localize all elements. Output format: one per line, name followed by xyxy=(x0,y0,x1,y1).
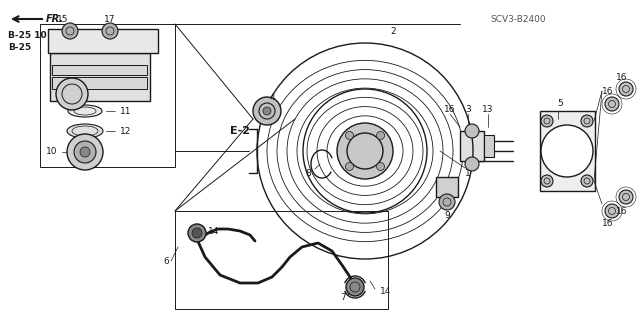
Bar xyxy=(52,77,147,89)
Text: 13: 13 xyxy=(483,105,493,114)
Bar xyxy=(40,24,175,167)
Circle shape xyxy=(439,194,455,210)
Text: 10: 10 xyxy=(46,147,58,157)
Circle shape xyxy=(605,204,619,218)
Text: 14: 14 xyxy=(380,287,392,296)
Circle shape xyxy=(346,163,353,171)
Circle shape xyxy=(619,82,633,96)
Circle shape xyxy=(74,141,96,163)
Text: SCV3-B2400: SCV3-B2400 xyxy=(490,14,546,24)
Circle shape xyxy=(80,147,90,157)
Circle shape xyxy=(346,278,364,296)
Circle shape xyxy=(346,131,353,139)
Text: 11: 11 xyxy=(120,107,131,115)
Text: 9: 9 xyxy=(444,211,450,219)
Circle shape xyxy=(376,163,385,171)
Text: FR.: FR. xyxy=(46,14,64,24)
Ellipse shape xyxy=(68,105,102,117)
Text: 16: 16 xyxy=(444,105,456,114)
Text: 4: 4 xyxy=(270,93,276,101)
Circle shape xyxy=(67,134,103,170)
Circle shape xyxy=(465,157,479,171)
Text: 2: 2 xyxy=(390,26,396,35)
Circle shape xyxy=(541,175,553,187)
Circle shape xyxy=(619,190,633,204)
Circle shape xyxy=(581,115,593,127)
Bar xyxy=(436,177,458,197)
Circle shape xyxy=(56,78,88,110)
Text: 17: 17 xyxy=(104,16,116,25)
Text: 8: 8 xyxy=(305,169,311,179)
Text: 16: 16 xyxy=(602,86,614,95)
Text: 1: 1 xyxy=(465,169,471,179)
Text: 6: 6 xyxy=(163,256,169,265)
Bar xyxy=(175,211,388,309)
Circle shape xyxy=(605,97,619,111)
Text: B-25: B-25 xyxy=(8,42,31,51)
Circle shape xyxy=(188,224,206,242)
Text: 16: 16 xyxy=(616,206,628,216)
Circle shape xyxy=(581,175,593,187)
Circle shape xyxy=(192,228,202,238)
Circle shape xyxy=(253,97,281,125)
Text: E-2: E-2 xyxy=(230,126,250,136)
Text: 3: 3 xyxy=(465,105,471,114)
Text: 16: 16 xyxy=(602,219,614,228)
Bar xyxy=(70,153,100,159)
Circle shape xyxy=(541,115,553,127)
Circle shape xyxy=(541,125,593,177)
Text: 12: 12 xyxy=(120,127,131,136)
Bar xyxy=(460,131,484,161)
Text: 14: 14 xyxy=(208,227,220,236)
Text: 16: 16 xyxy=(616,72,628,81)
Circle shape xyxy=(465,124,479,138)
Bar xyxy=(50,53,150,101)
Bar xyxy=(52,65,147,75)
Circle shape xyxy=(376,131,385,139)
Ellipse shape xyxy=(67,124,103,138)
Text: 5: 5 xyxy=(557,100,563,108)
Bar xyxy=(540,111,595,191)
Circle shape xyxy=(263,107,271,115)
Circle shape xyxy=(62,23,78,39)
Bar xyxy=(48,29,158,53)
Text: B-25 10: B-25 10 xyxy=(8,32,47,41)
Circle shape xyxy=(337,123,393,179)
Bar xyxy=(484,135,494,157)
Text: 7: 7 xyxy=(340,293,346,301)
Text: 15: 15 xyxy=(57,16,68,25)
Circle shape xyxy=(102,23,118,39)
